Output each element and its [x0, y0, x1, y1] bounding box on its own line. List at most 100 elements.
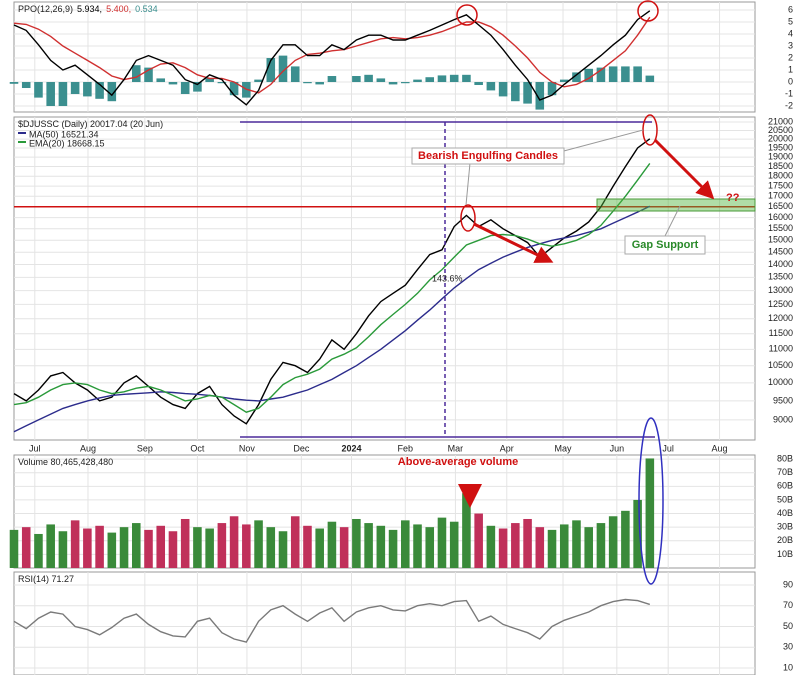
bar: [621, 66, 630, 83]
y-tick-label: 16500: [768, 201, 793, 211]
bar: [352, 76, 361, 83]
bar: [388, 529, 398, 568]
bar: [303, 525, 312, 568]
bar: [58, 531, 68, 568]
y-tick-label: 3: [788, 40, 793, 50]
x-tick-label: Nov: [239, 443, 256, 453]
bar: [266, 58, 276, 83]
y-tick-label: -1: [785, 88, 793, 98]
bar: [449, 74, 459, 83]
y-tick-label: 30B: [777, 522, 793, 532]
bar: [401, 82, 410, 84]
y-tick-label: 90: [783, 579, 793, 589]
y-tick-label: 60B: [777, 481, 793, 491]
bar: [376, 78, 386, 83]
panel-title-text: RSI(14) 71.27: [18, 574, 74, 584]
annotation: Bearish Engulfing Candles: [418, 150, 558, 162]
bar: [21, 527, 31, 568]
bar: [156, 525, 166, 568]
y-tick-label: 50B: [777, 494, 793, 504]
bar: [278, 55, 288, 83]
y-tick-label: 13500: [768, 272, 793, 282]
panel: [13, 116, 756, 441]
bar: [205, 78, 214, 83]
bar: [70, 82, 80, 95]
legend-swatch: [18, 141, 26, 143]
bar: [645, 458, 655, 568]
arrow: [653, 138, 715, 200]
y-tick-label: 80B: [777, 453, 793, 463]
bar: [364, 523, 373, 568]
x-tick-label: Aug: [712, 443, 728, 453]
bar: [401, 520, 410, 568]
bar: [315, 82, 324, 85]
y-tick-label: 19500: [768, 142, 793, 152]
y-tick-label: 11500: [769, 328, 793, 338]
legend-label: EMA(20) 18668.15: [29, 138, 105, 148]
bar: [596, 523, 606, 568]
bar: [425, 527, 435, 568]
bar: [229, 516, 239, 568]
y-tick-label: 16000: [768, 212, 793, 222]
series-line: [13, 205, 651, 433]
bar: [131, 65, 141, 83]
bar: [193, 527, 202, 568]
callout-box: [624, 235, 706, 255]
bar: [498, 82, 508, 97]
bar: [34, 533, 43, 568]
y-tick-label: 11000: [769, 344, 793, 354]
y-tick-label: 17500: [768, 180, 793, 190]
circle: [460, 204, 476, 232]
callout-line: [465, 162, 471, 206]
panel-title-text: Volume 80,465,428,480: [18, 457, 113, 467]
bar: [70, 520, 80, 568]
bar: [58, 82, 68, 107]
bar: [9, 529, 19, 568]
bar: [180, 518, 190, 568]
bar: [34, 82, 43, 98]
bar: [608, 66, 618, 83]
bar: [511, 82, 520, 102]
y-tick-label: 2: [788, 52, 793, 62]
bar: [205, 528, 214, 568]
y-tick-label: 19000: [768, 152, 793, 162]
bar: [254, 520, 263, 568]
y-tick-label: 6: [788, 4, 793, 14]
y-tick-label: 12500: [768, 299, 793, 309]
bar: [144, 529, 153, 568]
y-tick-label: 70: [783, 600, 793, 610]
bar: [547, 82, 557, 96]
bar: [645, 75, 655, 83]
y-tick-label: 14000: [768, 259, 793, 269]
bar: [9, 82, 19, 84]
circle: [637, 0, 659, 22]
legend-value: 5.934,: [77, 4, 102, 14]
bar: [425, 77, 435, 83]
bar: [131, 523, 141, 568]
circle: [638, 417, 664, 585]
bar: [339, 527, 349, 568]
bar: [156, 78, 166, 83]
bar: [95, 82, 104, 99]
legend-value: 0.534: [135, 4, 158, 14]
bar: [633, 499, 642, 568]
x-tick-label: Jul: [29, 443, 41, 453]
y-tick-label: 40B: [777, 508, 793, 518]
bar: [83, 82, 92, 97]
bar: [449, 521, 459, 568]
annotation: Above-average volume: [398, 456, 518, 468]
bar: [535, 527, 545, 568]
bar: [474, 513, 483, 568]
bar: [46, 82, 55, 107]
y-tick-label: 18500: [768, 161, 793, 171]
bar: [83, 528, 92, 568]
bar: [168, 531, 178, 568]
bar: [144, 67, 153, 83]
bar: [437, 517, 447, 568]
y-tick-label: 10B: [777, 549, 793, 559]
series-line: [13, 16, 651, 94]
bar: [572, 520, 581, 568]
bar: [584, 68, 593, 83]
y-tick-label: 70B: [777, 467, 793, 477]
